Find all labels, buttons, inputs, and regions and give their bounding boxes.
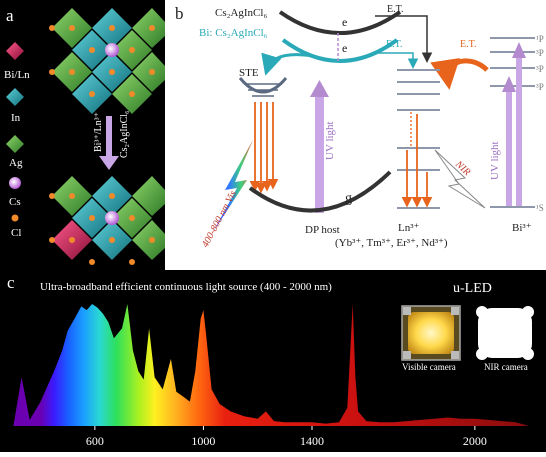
level-3p-a: ³P xyxy=(536,48,544,58)
legend: Bi/Ln In Ag Cs Cl xyxy=(4,42,30,239)
panel-a-letter: a xyxy=(6,6,14,25)
et-arrow-host xyxy=(375,15,433,63)
panel-a: a Bi/Ln In Ag Cs Cl xyxy=(0,0,165,270)
et-arrow-bi xyxy=(375,52,419,69)
legend-ag: Ag xyxy=(9,157,23,169)
energy-level-diagram: b Cs₂AgInCl₆ Bi: Cs₂AgInCl₆ e e E.T. E.T… xyxy=(175,4,544,250)
ground-label: g xyxy=(345,191,352,206)
host-formula-label: Cs₂AgInCl₆ xyxy=(119,110,130,158)
ag-octahedron-icon xyxy=(6,135,24,153)
level-3p-b: ³P xyxy=(536,64,544,74)
panel-c-letter: c xyxy=(7,273,15,292)
cs-atom-icon xyxy=(9,177,21,189)
doped-lattice xyxy=(49,176,165,265)
ln-emission-arrows xyxy=(401,112,433,208)
spectrum-title: Ultra-broadband efficient continuous lig… xyxy=(40,281,332,293)
et-label-host: E.T. xyxy=(387,4,403,15)
doping-arrow: Bi³⁺/Ln³⁺ Cs₂AgInCl₆ xyxy=(93,110,130,170)
emission-spectrum-chart: c Ultra-broadband efficient continuous l… xyxy=(7,273,534,448)
uv-label-bi: UV light xyxy=(489,141,501,180)
legend-cs: Cs xyxy=(9,196,21,208)
host-lattice xyxy=(49,8,165,114)
x-axis-ticks: 600 1000 1400 2000 xyxy=(86,426,487,448)
uv-arrow-host xyxy=(315,95,324,213)
nir-camera-label: NIR camera xyxy=(484,362,528,372)
level-1s: ¹S xyxy=(536,203,544,213)
panel-b: b Cs₂AgInCl₆ Bi: Cs₂AgInCl₆ e e E.T. E.T… xyxy=(165,0,546,270)
uv-arrow-bi-2 xyxy=(516,56,522,206)
conduction-band-host xyxy=(278,10,402,35)
et-arrow-bi3 xyxy=(430,58,489,90)
legend-bi-ln: Bi/Ln xyxy=(4,69,30,81)
electron-label-upper: e xyxy=(342,15,347,29)
ste-emission-arrows xyxy=(249,102,279,194)
ground-band xyxy=(248,170,392,213)
et-label-bi3: E.T. xyxy=(460,39,476,50)
ln-label: Ln³⁺ xyxy=(398,222,420,234)
ln-levels xyxy=(397,69,440,209)
x-tick-label: 2000 xyxy=(463,434,487,448)
nir-emission-icon xyxy=(434,149,486,209)
doping-arrow-label: Bi³⁺/Ln³⁺ xyxy=(93,112,104,152)
bi-ln-octahedron-icon xyxy=(6,42,24,60)
ste-label: STE xyxy=(239,67,259,79)
nir-camera-image xyxy=(476,306,534,360)
uv-label-host: UV light xyxy=(324,121,336,160)
crystal-structure-figure: a Bi/Ln In Ag Cs Cl xyxy=(4,6,165,265)
cl-atom-icon xyxy=(11,214,19,222)
spectrum-area xyxy=(13,304,530,426)
x-tick-label: 600 xyxy=(86,434,104,448)
legend-in: In xyxy=(11,112,21,124)
conduction-band-bi xyxy=(281,38,399,63)
ln-list-label: (Yb³⁺, Tm³⁺, Er³⁺, Nd³⁺) xyxy=(335,237,448,249)
legend-cl: Cl xyxy=(11,227,21,239)
visible-camera-label: Visible camera xyxy=(402,362,456,372)
visible-camera-image xyxy=(401,305,461,361)
bi-host-formula: Bi: Cs₂AgInCl₆ xyxy=(199,27,268,39)
electron-label-lower: e xyxy=(342,41,347,55)
bi-levels xyxy=(490,37,535,208)
in-octahedron-icon xyxy=(6,88,24,106)
level-3p-c: ³P xyxy=(536,82,544,92)
bi3-label: Bi³⁺ xyxy=(512,222,532,234)
panel-c: c Ultra-broadband efficient continuous l… xyxy=(0,270,546,452)
ste-levels xyxy=(238,77,288,97)
visible-emission-icon xyxy=(213,140,253,232)
relax-to-ste xyxy=(261,52,314,76)
level-1p: ¹P xyxy=(536,34,544,44)
vis-label: 400-800 nm Vis xyxy=(200,189,239,250)
dp-host-label: DP host xyxy=(305,224,340,236)
panel-b-letter: b xyxy=(175,4,184,23)
uv-arrow-bi-1 xyxy=(506,90,512,206)
uled-label: u-LED xyxy=(453,281,492,296)
x-tick-label: 1400 xyxy=(300,434,324,448)
et-label-bi: E.T. xyxy=(386,39,402,50)
x-tick-label: 1000 xyxy=(191,434,215,448)
host-formula: Cs₂AgInCl₆ xyxy=(215,7,267,19)
